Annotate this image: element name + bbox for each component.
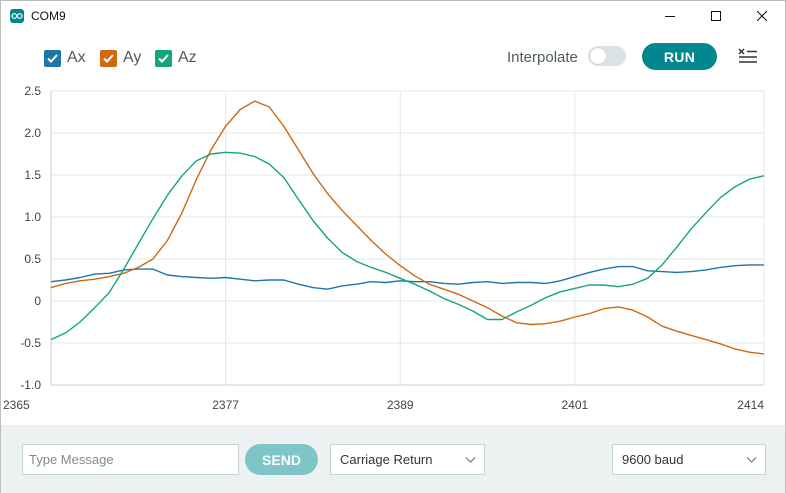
minimize-icon [665,16,675,17]
baud-rate-select[interactable]: 9600 baud [612,444,766,475]
message-input[interactable] [22,444,239,475]
legend-item-ax[interactable]: Ax [44,49,86,67]
legend-label-az: Az [178,49,197,66]
checkbox-ay[interactable] [100,49,117,67]
line-ending-select[interactable]: Carriage Return [330,444,485,475]
legend-item-ay[interactable]: Ay [100,49,141,67]
toggle-knob [590,48,606,64]
baud-rate-value: 9600 baud [622,452,684,467]
line-ending-value: Carriage Return [340,452,433,467]
close-icon [757,11,767,21]
checkmark-icon [103,53,114,63]
chevron-down-icon [465,457,476,463]
x-tick-label: 2365 [3,398,30,412]
y-tick-label: 1.0 [24,210,41,224]
checkmark-icon [47,53,58,63]
legend-item-az[interactable]: Az [155,49,197,67]
legend-label-ax: Ax [67,49,86,66]
checkmark-icon [158,53,169,63]
maximize-button[interactable] [693,1,739,31]
y-tick-label: 0 [34,294,41,308]
clear-list-icon [738,48,757,63]
chevron-down-icon [746,457,757,463]
y-tick-label: 0.5 [24,252,41,266]
title-bar[interactable]: COM9 [1,1,785,31]
y-tick-label: 1.5 [24,168,41,182]
checkbox-ax[interactable] [44,49,61,67]
series-line-ax [50,264,764,290]
maximize-icon [711,11,721,21]
plotter-toolbar: Ax Ay Az Interpolate RUN [1,31,785,83]
x-tick-label: 2414 [737,398,764,412]
clear-plot-button[interactable] [737,45,759,67]
legend-label-ay: Ay [123,49,142,66]
run-button[interactable]: RUN [642,43,717,70]
y-tick-label: -1.0 [20,378,41,392]
minimize-button[interactable] [647,1,693,31]
y-tick-label: 2.0 [24,126,41,140]
x-tick-label: 2389 [387,398,414,412]
send-button[interactable]: SEND [245,444,318,475]
interpolate-toggle[interactable] [588,46,626,66]
series-line-az [50,151,765,341]
window-title: COM9 [31,9,66,23]
y-tick-label: 2.5 [24,84,41,98]
arduino-logo-icon [10,9,24,23]
series-line-ay [50,100,765,355]
interpolate-label: Interpolate [507,49,578,66]
line-chart: 2.5 2.0 1.5 1.0 0.5 0 -0.5 -1.0 2365 2377 2389 2401… [3,84,765,412]
x-tick-label: 2401 [561,398,588,412]
x-tick-label: 2377 [212,398,239,412]
checkbox-az[interactable] [155,49,172,67]
y-tick-label: -0.5 [20,336,41,350]
message-footer: SEND Carriage Return 9600 baud [1,425,785,493]
close-button[interactable] [739,1,785,31]
